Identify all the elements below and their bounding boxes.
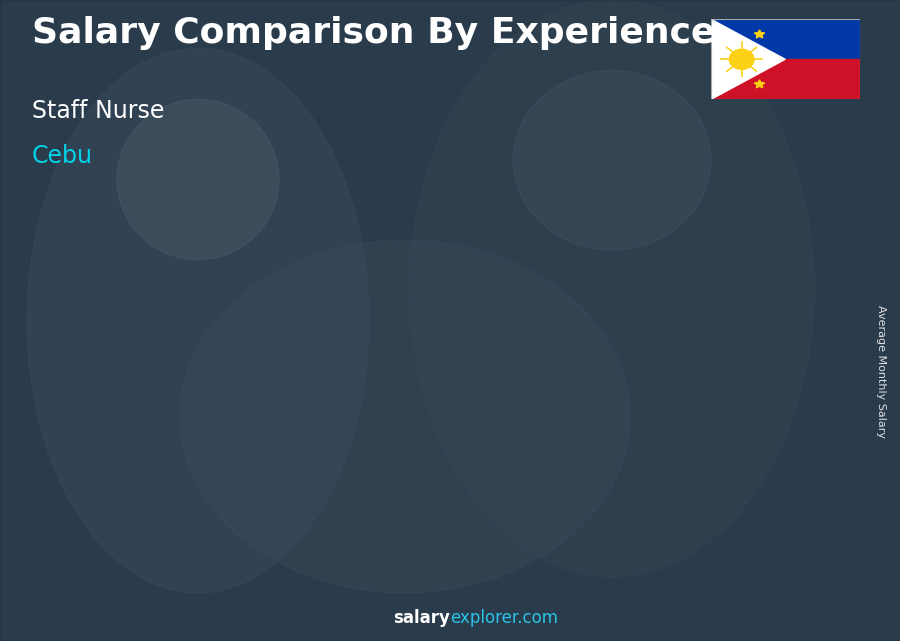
Text: +32%: +32% [148, 369, 206, 387]
Polygon shape [590, 313, 672, 317]
Text: Average Monthly Salary: Average Monthly Salary [877, 305, 886, 438]
Polygon shape [213, 423, 279, 570]
Polygon shape [701, 55, 711, 63]
Polygon shape [590, 317, 656, 570]
Text: +19%: +19% [400, 281, 457, 299]
Ellipse shape [27, 48, 369, 593]
Polygon shape [530, 332, 546, 570]
Polygon shape [404, 370, 421, 570]
Polygon shape [153, 456, 169, 570]
Ellipse shape [117, 99, 279, 260]
Polygon shape [711, 19, 785, 99]
Text: salary: salary [393, 609, 450, 627]
Polygon shape [656, 313, 672, 570]
Bar [711, 19, 860, 60]
Polygon shape [716, 295, 798, 298]
Polygon shape [754, 30, 765, 38]
Text: +8%: +8% [531, 263, 577, 281]
Text: 41,800 PHP: 41,800 PHP [344, 353, 416, 366]
Text: Salary Comparison By Experience: Salary Comparison By Experience [32, 16, 715, 50]
Text: 23,600 PHP: 23,600 PHP [93, 439, 165, 452]
Circle shape [729, 49, 754, 69]
Polygon shape [339, 373, 404, 570]
Ellipse shape [513, 71, 711, 250]
Bar [711, 60, 860, 99]
Text: Staff Nurse: Staff Nurse [32, 99, 164, 123]
Polygon shape [716, 298, 782, 570]
Text: +7%: +7% [657, 245, 703, 263]
Polygon shape [754, 80, 765, 88]
Polygon shape [339, 370, 421, 373]
Text: 53,800 PHP: 53,800 PHP [595, 297, 668, 310]
Polygon shape [87, 459, 153, 570]
Ellipse shape [180, 240, 630, 593]
Polygon shape [782, 295, 798, 570]
Text: Cebu: Cebu [32, 144, 93, 168]
Text: 49,900 PHP: 49,900 PHP [470, 315, 542, 328]
Ellipse shape [410, 0, 814, 577]
Polygon shape [279, 420, 295, 570]
Text: 31,300 PHP: 31,300 PHP [219, 403, 291, 415]
Polygon shape [465, 332, 546, 335]
Text: 57,700 PHP: 57,700 PHP [721, 278, 794, 291]
Text: +34%: +34% [274, 320, 332, 338]
Polygon shape [213, 420, 295, 423]
Polygon shape [465, 335, 530, 570]
Polygon shape [87, 456, 169, 459]
Text: explorer.com: explorer.com [450, 609, 558, 627]
